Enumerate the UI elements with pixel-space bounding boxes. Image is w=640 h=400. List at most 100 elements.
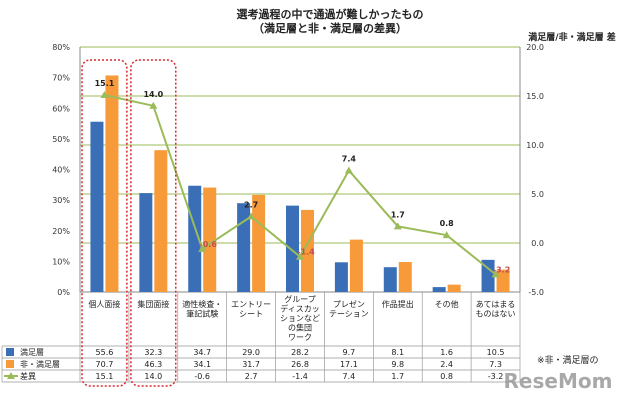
table-cell: 9.7 xyxy=(343,348,356,357)
table-cell: 15.1 xyxy=(96,372,114,381)
table-cell: 34.7 xyxy=(193,348,211,357)
bar xyxy=(286,205,299,292)
table-cell: 7.3 xyxy=(489,360,502,369)
watermark: ReseMom xyxy=(504,369,613,393)
highlight-box xyxy=(130,59,177,387)
bar xyxy=(334,262,348,292)
bar xyxy=(188,185,202,292)
category-label: エントリーシート xyxy=(231,300,271,319)
legend-label: 差異 xyxy=(20,371,36,381)
category-label: 個人面接 xyxy=(88,299,120,309)
right-tick-label: 20.0 xyxy=(526,43,544,52)
diff-data-label: 15.1 xyxy=(95,79,115,88)
table-cell: 7.4 xyxy=(343,372,356,381)
right-tick-label: 0.0 xyxy=(531,239,544,248)
category-label: 集団面接 xyxy=(137,299,169,309)
left-tick-label: 0% xyxy=(57,288,70,297)
left-tick-label: 50% xyxy=(52,135,70,144)
bar xyxy=(481,259,495,292)
line-point xyxy=(247,212,256,220)
table-cell: 17.1 xyxy=(340,360,358,369)
line-point xyxy=(344,166,353,174)
table-cell: 70.7 xyxy=(96,360,114,369)
diff-data-label: 7.4 xyxy=(342,154,357,163)
left-tick-label: 60% xyxy=(52,104,70,113)
table-cell: -3.2 xyxy=(488,372,504,381)
right-tick-label: -5.0 xyxy=(528,288,544,297)
table-cell: 28.2 xyxy=(291,348,309,357)
right-axis-label: 満足層/非・満足層 差 xyxy=(528,31,615,43)
table-cell: 0.8 xyxy=(440,372,453,381)
legend-key-marker xyxy=(7,372,15,379)
bar xyxy=(383,267,397,292)
left-tick-label: 70% xyxy=(52,74,70,83)
bar xyxy=(447,284,461,292)
line-point xyxy=(198,244,207,252)
table-cell: 34.1 xyxy=(193,360,211,369)
table-cell: 14.0 xyxy=(144,372,162,381)
bar xyxy=(237,203,251,292)
diff-data-label: -1.4 xyxy=(297,248,315,257)
diff-data-label: 1.7 xyxy=(391,210,405,219)
table-cell: -1.4 xyxy=(292,372,308,381)
table-cell: 2.4 xyxy=(440,360,453,369)
line-point xyxy=(100,91,109,99)
bar xyxy=(349,239,363,292)
table-cell: -0.6 xyxy=(194,372,210,381)
bar xyxy=(496,269,510,292)
bar xyxy=(139,193,153,292)
table-cell: 26.8 xyxy=(291,360,309,369)
bar xyxy=(90,121,104,292)
bar xyxy=(398,261,412,292)
bar xyxy=(301,209,314,292)
line-point xyxy=(393,222,402,230)
line-point xyxy=(442,231,451,239)
table-cell: 31.7 xyxy=(242,360,260,369)
bar xyxy=(432,287,446,292)
table-cell: 2.7 xyxy=(245,372,258,381)
right-tick-label: 10.0 xyxy=(526,141,544,150)
diff-data-label: 14.0 xyxy=(143,90,163,99)
category-label: 適性検査・筆記試験 xyxy=(182,299,222,319)
diff-data-label: 2.7 xyxy=(244,201,258,210)
left-tick-label: 30% xyxy=(52,196,70,205)
line-point xyxy=(491,270,500,278)
legend-key xyxy=(6,360,14,368)
table-cell: 32.3 xyxy=(144,348,162,357)
chart-subtitle: （満足層と非・満足層の差異） xyxy=(253,21,407,35)
category-label: グループディスカッションなどの集団ワーク xyxy=(280,294,320,342)
chart-title: 選考過程の中で通過が難しかったもの xyxy=(237,7,424,21)
bar xyxy=(105,75,119,292)
table-cell: 46.3 xyxy=(144,360,162,369)
category-label: その他 xyxy=(435,299,459,309)
table-cell: 1.6 xyxy=(440,348,453,357)
table-cell: 9.8 xyxy=(391,360,404,369)
bar xyxy=(154,150,168,292)
left-tick-label: 40% xyxy=(52,166,70,175)
line-point xyxy=(296,252,304,260)
legend-label: 非・満足層 xyxy=(20,359,60,369)
category-label: 作品提出 xyxy=(382,299,414,309)
line-point xyxy=(149,101,158,109)
category-label: あてはまるものはない xyxy=(476,300,516,319)
left-tick-label: 20% xyxy=(52,227,70,236)
left-tick-label: 80% xyxy=(52,43,70,52)
category-label: プレゼンテーション xyxy=(329,299,369,319)
table-cell: 1.7 xyxy=(391,372,404,381)
bar xyxy=(203,187,217,292)
legend-label: 満足層 xyxy=(20,348,44,357)
left-tick-label: 10% xyxy=(52,257,70,266)
right-tick-label: 15.0 xyxy=(526,92,544,101)
table-cell: 8.1 xyxy=(391,348,404,357)
diff-data-label: -0.6 xyxy=(199,240,217,249)
table-cell: 55.6 xyxy=(96,348,114,357)
right-tick-label: 5.0 xyxy=(531,190,544,199)
diff-data-label: -3.2 xyxy=(493,265,511,274)
table-cell: 29.0 xyxy=(242,348,260,357)
table-cell: 10.5 xyxy=(487,348,505,357)
legend-key xyxy=(6,348,14,356)
footnote: ※非・満足層の xyxy=(537,354,599,366)
highlight-box xyxy=(81,59,128,387)
diff-data-label: 0.8 xyxy=(440,219,455,228)
